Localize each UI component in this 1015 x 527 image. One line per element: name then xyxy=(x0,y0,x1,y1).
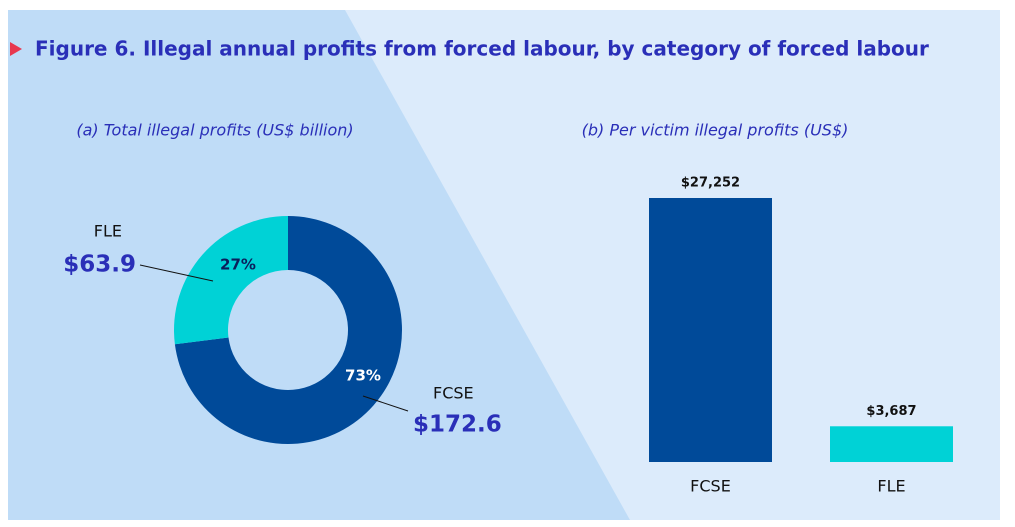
leader-line xyxy=(139,264,214,282)
donut-segment xyxy=(174,216,402,444)
category-label: FLE xyxy=(877,477,905,496)
donut-segment xyxy=(174,216,288,345)
value-label: $27,252 xyxy=(681,176,740,191)
bar xyxy=(649,198,772,462)
bar xyxy=(830,426,953,462)
title-marker xyxy=(10,42,22,56)
amount-label: $172.6 xyxy=(413,412,502,438)
chart-subtitle: (a) Total illegal profits (US$ billion) xyxy=(76,121,353,140)
chart-subtitle: (b) Per victim illegal profits (US$) xyxy=(582,121,849,140)
value-label: $3,687 xyxy=(866,404,916,419)
percent-label: 73% xyxy=(345,367,381,385)
figure-title: Figure 6. Illegal annual profits from fo… xyxy=(35,37,929,61)
category-label: FCSE xyxy=(433,384,474,403)
leader-line xyxy=(362,395,409,412)
percent-label: 27% xyxy=(220,256,256,274)
amount-label: $63.9 xyxy=(63,252,136,278)
category-label: FLE xyxy=(94,222,122,241)
category-label: FCSE xyxy=(690,477,731,496)
